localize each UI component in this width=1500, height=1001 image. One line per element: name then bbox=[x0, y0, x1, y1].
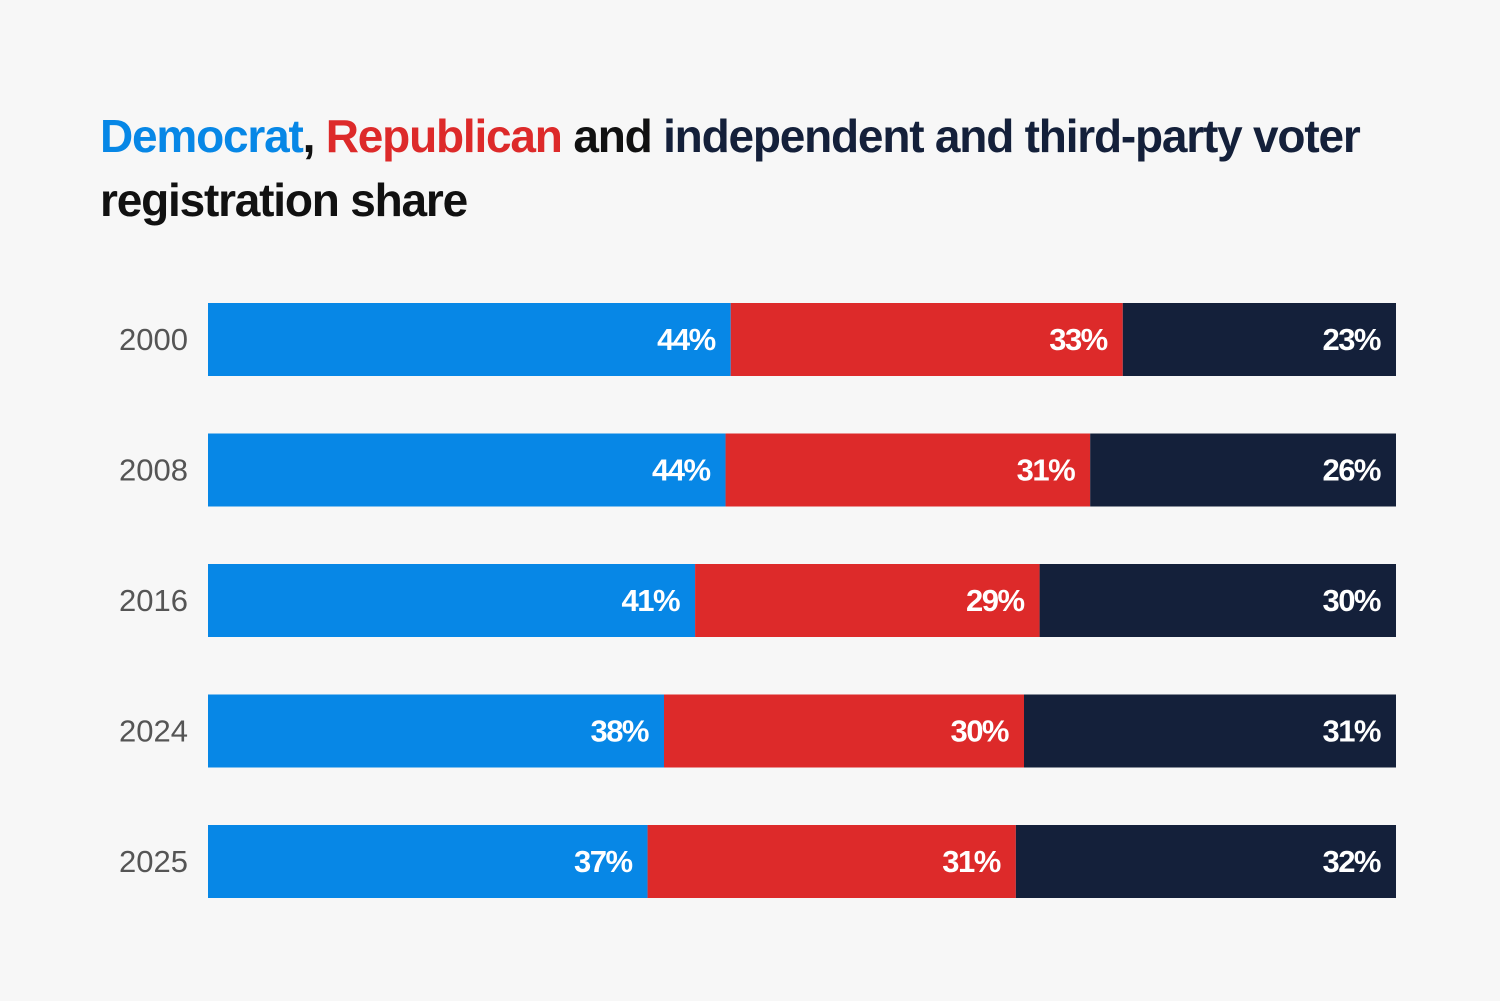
bar-republican-2025 bbox=[647, 825, 1016, 898]
value-label-democrat-2000: 44% bbox=[657, 322, 715, 357]
value-label-independent-2016: 30% bbox=[1322, 583, 1380, 618]
bar-democrat-2024 bbox=[208, 694, 664, 768]
title-independent: independent and third-party voter bbox=[663, 110, 1361, 162]
year-label-2016: 2016 bbox=[119, 583, 188, 618]
title-and: and bbox=[573, 110, 652, 162]
bar-republican-2016 bbox=[695, 564, 1040, 637]
year-label-2008: 2008 bbox=[119, 453, 188, 488]
chart-title: Democrat, Republican and independent and… bbox=[100, 104, 1430, 232]
title-separator: , bbox=[302, 110, 316, 162]
bar-republican-2000 bbox=[730, 303, 1123, 376]
value-label-independent-2025: 32% bbox=[1322, 844, 1380, 879]
bar-independent-2025 bbox=[1015, 825, 1396, 898]
value-label-republican-2008: 31% bbox=[1017, 453, 1075, 488]
title-rest: registration share bbox=[100, 174, 468, 226]
title-republican: Republican bbox=[325, 110, 563, 162]
year-label-2025: 2025 bbox=[119, 844, 188, 879]
value-label-republican-2024: 30% bbox=[950, 714, 1008, 749]
bar-independent-2024 bbox=[1024, 694, 1396, 768]
value-label-democrat-2008: 44% bbox=[652, 453, 710, 488]
bar-independent-2008 bbox=[1090, 433, 1396, 507]
bar-democrat-2025 bbox=[208, 825, 648, 898]
value-label-independent-2008: 26% bbox=[1322, 453, 1380, 488]
value-label-democrat-2024: 38% bbox=[590, 714, 648, 749]
value-label-republican-2016: 29% bbox=[966, 583, 1024, 618]
bar-democrat-2008 bbox=[208, 433, 726, 507]
year-label-2000: 2000 bbox=[119, 322, 188, 357]
value-label-democrat-2016: 41% bbox=[622, 583, 680, 618]
value-label-independent-2024: 31% bbox=[1322, 714, 1380, 749]
bar-democrat-2000 bbox=[208, 303, 731, 376]
value-label-independent-2000: 23% bbox=[1322, 322, 1380, 357]
bar-democrat-2016 bbox=[208, 564, 696, 637]
value-label-republican-2025: 31% bbox=[942, 844, 1000, 879]
bar-republican-2024 bbox=[664, 694, 1024, 768]
year-label-2024: 2024 bbox=[119, 714, 188, 749]
bar-republican-2008 bbox=[725, 433, 1091, 507]
title-democrat: Democrat bbox=[100, 110, 304, 162]
value-label-democrat-2025: 37% bbox=[574, 844, 632, 879]
bar-independent-2000 bbox=[1122, 303, 1396, 376]
value-label-republican-2000: 33% bbox=[1049, 322, 1107, 357]
bar-independent-2016 bbox=[1039, 564, 1396, 637]
